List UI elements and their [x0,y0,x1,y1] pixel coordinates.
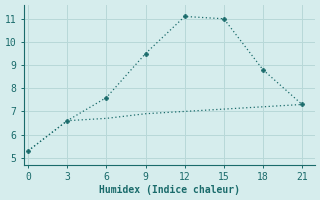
X-axis label: Humidex (Indice chaleur): Humidex (Indice chaleur) [99,185,240,195]
